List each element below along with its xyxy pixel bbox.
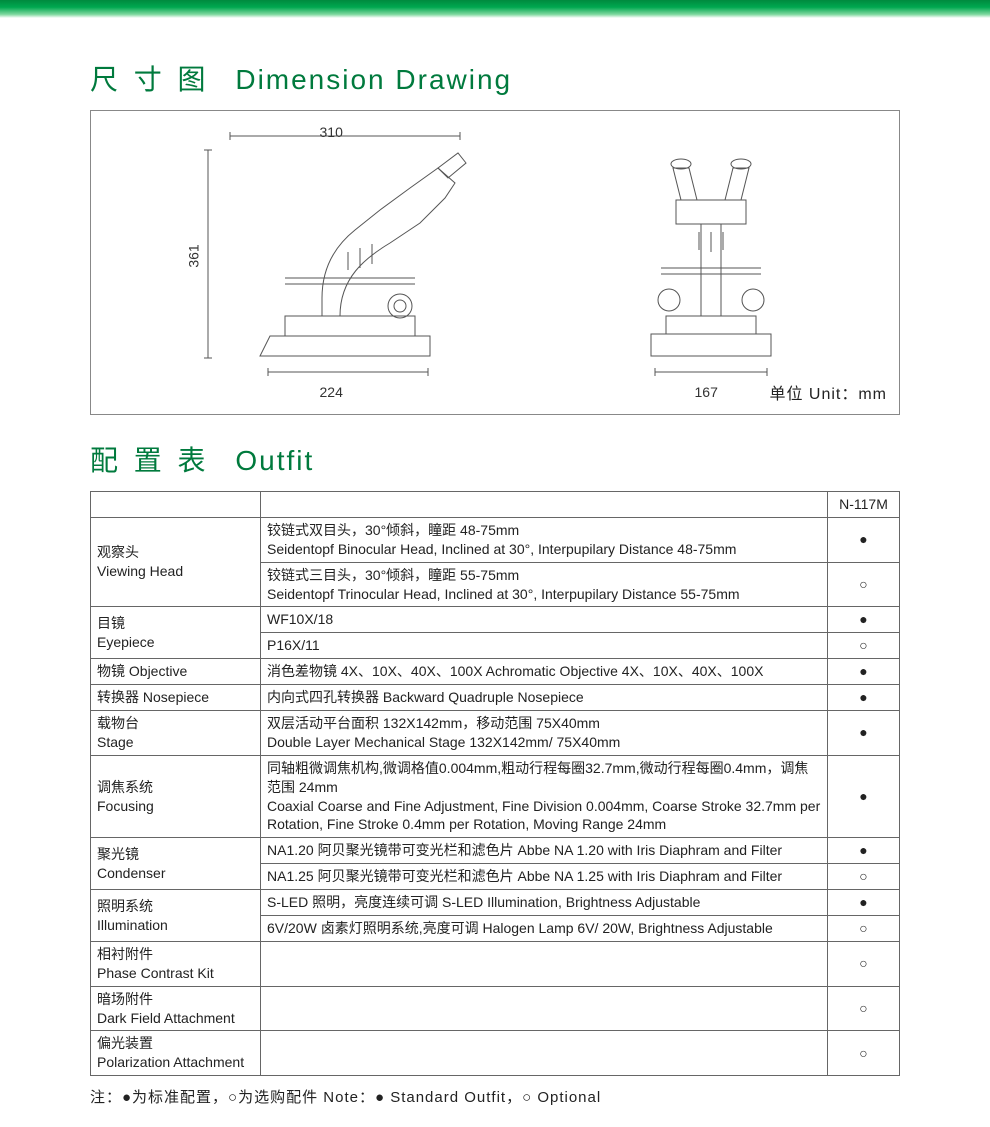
table-header-model: N-117M — [828, 492, 900, 518]
table-mark-cell: ● — [828, 607, 900, 633]
table-mark-cell: ● — [828, 838, 900, 864]
table-category-cell: 载物台Stage — [91, 711, 261, 756]
table-desc-cell: 内向式四孔转换器 Backward Quadruple Nosepiece — [261, 685, 828, 711]
table-category-cell: 目镜Eyepiece — [91, 607, 261, 659]
table-row: 偏光装置Polarization Attachment ○ — [91, 1031, 900, 1076]
table-mark-cell: ○ — [828, 633, 900, 659]
table-row: 物镜 Objective消色差物镜 4X、10X、40X、100X Achrom… — [91, 659, 900, 685]
table-header-empty2 — [261, 492, 828, 518]
outfit-title-en: Outfit — [235, 445, 314, 476]
table-row: 相衬附件Phase Contrast Kit ○ — [91, 941, 900, 986]
table-mark-cell: ● — [828, 659, 900, 685]
table-desc-cell: NA1.20 阿贝聚光镜带可变光栏和滤色片 Abbe NA 1.20 with … — [261, 838, 828, 864]
table-category-cell: 物镜 Objective — [91, 659, 261, 685]
outfit-footnote: 注：●为标准配置，○为选购配件 Note：● Standard Outfit，○… — [90, 1086, 900, 1107]
table-desc-cell: NA1.25 阿贝聚光镜带可变光栏和滤色片 Abbe NA 1.25 with … — [261, 864, 828, 890]
table-header-empty1 — [91, 492, 261, 518]
table-row: 暗场附件Dark Field Attachment ○ — [91, 986, 900, 1031]
table-category-cell: 调焦系统Focusing — [91, 755, 261, 838]
table-row: 转换器 Nosepiece内向式四孔转换器 Backward Quadruple… — [91, 685, 900, 711]
table-category-cell: 相衬附件Phase Contrast Kit — [91, 941, 261, 986]
table-category-cell: 观察头Viewing Head — [91, 517, 261, 607]
table-desc-cell: 6V/20W 卤素灯照明系统,亮度可调 Halogen Lamp 6V/ 20W… — [261, 916, 828, 942]
page-content: 尺 寸 图 Dimension Drawing 310 361 224 — [0, 18, 990, 1127]
table-desc-cell: S-LED 照明，亮度连续可调 S-LED Illumination, Brig… — [261, 890, 828, 916]
dimension-title-cn: 尺 寸 图 — [90, 64, 210, 95]
table-desc-cell: P16X/11 — [261, 633, 828, 659]
table-row: 调焦系统Focusing同轴粗微调焦机构,微调格值0.004mm,粗动行程每圈3… — [91, 755, 900, 838]
dimension-title: 尺 寸 图 Dimension Drawing — [90, 58, 900, 98]
table-category-cell: 偏光装置Polarization Attachment — [91, 1031, 261, 1076]
table-mark-cell: ● — [828, 755, 900, 838]
dim-base-front: 167 — [695, 384, 718, 400]
microscope-front-drawing: 167 — [621, 128, 801, 378]
table-mark-cell: ● — [828, 711, 900, 756]
table-mark-cell: ○ — [828, 864, 900, 890]
table-category-cell: 暗场附件Dark Field Attachment — [91, 986, 261, 1031]
dimension-title-en: Dimension Drawing — [235, 64, 512, 95]
table-desc-cell: 双层活动平台面积 132X142mm，移动范围 75X40mmDouble La… — [261, 711, 828, 756]
table-desc-cell — [261, 986, 828, 1031]
dim-height-left: 361 — [185, 244, 201, 267]
table-desc-cell: 铰链式双目头，30°倾斜，瞳距 48-75mmSeidentopf Binocu… — [261, 517, 828, 562]
dim-width-top: 310 — [320, 124, 343, 140]
table-mark-cell: ○ — [828, 986, 900, 1031]
table-row: 观察头Viewing Head铰链式双目头，30°倾斜，瞳距 48-75mmSe… — [91, 517, 900, 562]
dim-base-side: 224 — [320, 384, 343, 400]
table-mark-cell: ○ — [828, 916, 900, 942]
table-row: 聚光镜CondenserNA1.20 阿贝聚光镜带可变光栏和滤色片 Abbe N… — [91, 838, 900, 864]
table-mark-cell: ● — [828, 890, 900, 916]
table-category-cell: 转换器 Nosepiece — [91, 685, 261, 711]
table-desc-cell — [261, 1031, 828, 1076]
table-desc-cell: 消色差物镜 4X、10X、40X、100X Achromatic Objecti… — [261, 659, 828, 685]
dimension-drawing-box: 310 361 224 — [90, 110, 900, 415]
outfit-title: 配 置 表 Outfit — [90, 439, 900, 479]
table-mark-cell: ○ — [828, 941, 900, 986]
table-row: 载物台Stage双层活动平台面积 132X142mm，移动范围 75X40mmD… — [91, 711, 900, 756]
table-desc-cell — [261, 941, 828, 986]
table-desc-cell: WF10X/18 — [261, 607, 828, 633]
unit-label: 单位 Unit：mm — [769, 380, 887, 404]
table-row: 目镜EyepieceWF10X/18● — [91, 607, 900, 633]
table-category-cell: 照明系统Illumination — [91, 890, 261, 942]
table-row: 照明系统IlluminationS-LED 照明，亮度连续可调 S-LED Il… — [91, 890, 900, 916]
outfit-table: N-117M观察头Viewing Head铰链式双目头，30°倾斜，瞳距 48-… — [90, 491, 900, 1076]
table-desc-cell: 同轴粗微调焦机构,微调格值0.004mm,粗动行程每圈32.7mm,微动行程每圈… — [261, 755, 828, 838]
table-mark-cell: ● — [828, 685, 900, 711]
outfit-title-cn: 配 置 表 — [90, 445, 210, 476]
table-mark-cell: ● — [828, 517, 900, 562]
microscope-side-drawing: 310 361 224 — [190, 128, 480, 378]
table-desc-cell: 铰链式三目头，30°倾斜，瞳距 55-75mmSeidentopf Trinoc… — [261, 562, 828, 607]
table-category-cell: 聚光镜Condenser — [91, 838, 261, 890]
table-mark-cell: ○ — [828, 1031, 900, 1076]
table-mark-cell: ○ — [828, 562, 900, 607]
top-gradient-bar — [0, 0, 990, 18]
